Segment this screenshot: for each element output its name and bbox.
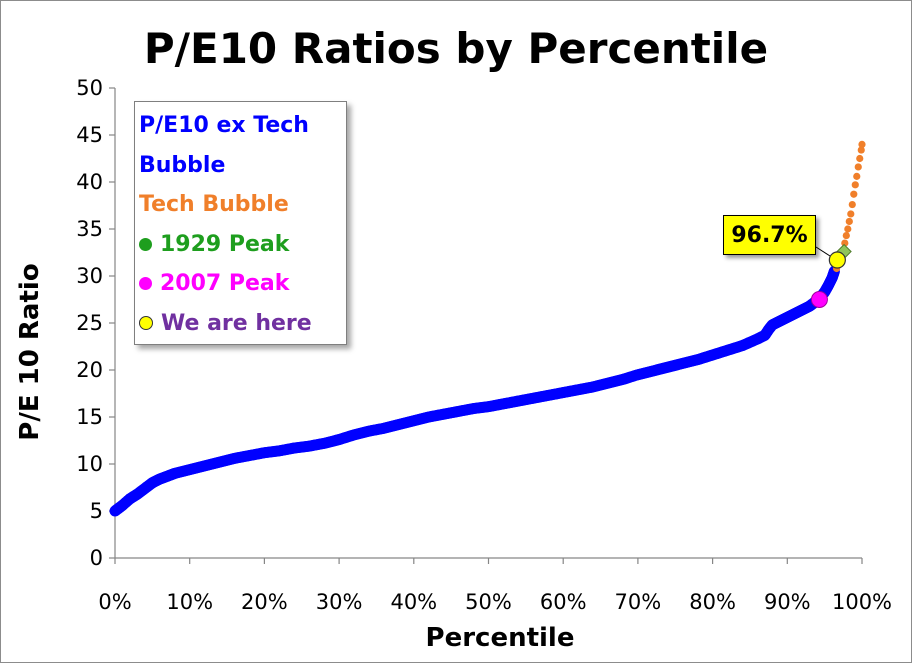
tech-bubble-point (842, 231, 850, 240)
y-axis-title: P/E 10 Ratio (15, 263, 45, 440)
legend-item-2007-peak: 2007 Peak (139, 264, 346, 304)
tech-bubble-point (847, 210, 855, 218)
callout-label: 96.7% (723, 215, 816, 255)
y-tick-label: 40 (76, 170, 103, 194)
legend-label-we-are-here: We are here (161, 310, 312, 336)
y-tick-label: 5 (90, 499, 103, 523)
y-tick-label: 15 (76, 405, 103, 429)
magenta-dot-icon (139, 277, 152, 291)
tech-bubble-point (851, 181, 859, 189)
tech-bubble-point (850, 190, 858, 198)
x-tick-label: 50% (465, 590, 512, 614)
tech-bubble-point (844, 225, 852, 233)
legend-label-tech-bubble: Tech Bubble (139, 192, 289, 217)
y-tick-label: 10 (76, 452, 103, 476)
x-tick-label: 60% (540, 590, 587, 614)
y-axis-ticks: 0 5 10 15 20 25 30 35 40 45 50 (76, 76, 115, 570)
callout-leader-line (815, 246, 831, 257)
tech-bubble-point (848, 200, 856, 209)
peak-2007-point (810, 291, 828, 308)
x-tick-label: 100% (832, 590, 892, 614)
tech-bubble-point (857, 146, 865, 154)
y-tick-label: 25 (76, 311, 103, 335)
y-tick-label: 35 (76, 217, 103, 241)
legend-label-2007-peak: 2007 Peak (160, 271, 290, 296)
x-tick-label: 20% (241, 590, 288, 614)
x-tick-label: 40% (390, 590, 437, 614)
chart-title: P/E10 Ratios by Percentile (144, 24, 768, 73)
legend-item-1929-peak: 1929 Peak (139, 225, 346, 265)
legend-item-ex-tech: P/E10 ex Tech Bubble (139, 106, 346, 185)
legend-item-tech-bubble: Tech Bubble (139, 185, 346, 225)
series-layer (109, 140, 866, 517)
x-tick-label: 0% (98, 590, 131, 614)
legend-item-we-are-here: We are here (139, 304, 346, 344)
x-axis-ticks: 0% 10% 20% 30% 40% 50% 60% 70% 80% 90% 100% (98, 558, 892, 614)
x-axis-title: Percentile (426, 623, 575, 653)
tech-bubble-point (845, 217, 853, 226)
x-tick-label: 10% (166, 590, 213, 614)
green-dot-icon (139, 237, 152, 251)
tech-bubble-point (858, 140, 866, 148)
x-tick-label: 70% (615, 590, 662, 614)
tech-bubble-point (841, 239, 849, 247)
legend-label-1929-peak: 1929 Peak (160, 231, 290, 257)
legend-label-ex-tech: P/E10 ex Tech Bubble (139, 113, 309, 178)
tech-bubble-point (854, 163, 862, 171)
y-tick-label: 30 (76, 264, 103, 288)
y-tick-label: 0 (90, 546, 103, 570)
tech-bubble-point (853, 172, 861, 180)
x-tick-label: 80% (689, 590, 736, 614)
y-tick-label: 45 (76, 123, 103, 147)
y-tick-label: 20 (76, 358, 103, 382)
x-tick-label: 30% (316, 590, 363, 614)
legend: P/E10 ex Tech Bubble Tech Bubble 1929 Pe… (134, 101, 347, 345)
y-tick-label: 50 (76, 76, 103, 100)
we-are-here-point (828, 251, 846, 269)
yellow-dot-icon (139, 316, 153, 331)
tech-bubble-point (856, 154, 864, 163)
x-tick-label: 90% (764, 590, 811, 614)
